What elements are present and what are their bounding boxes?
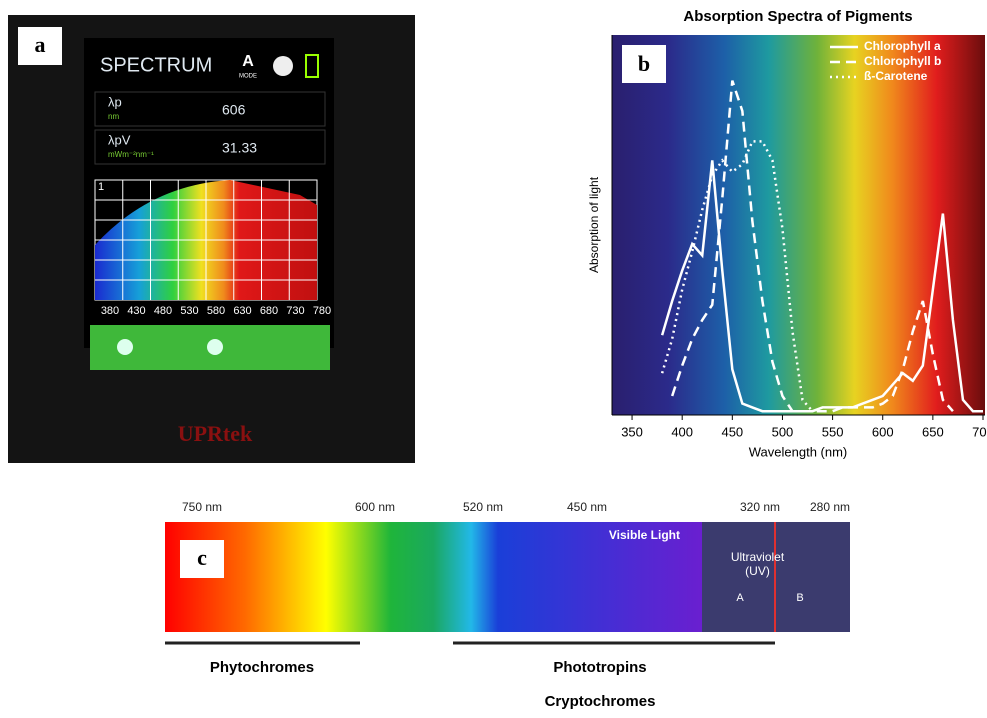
device-axis-label: 430 — [127, 305, 145, 317]
x-tick-label: 450 — [721, 424, 743, 439]
wavelength-labels: 750 nm 600 nm 520 nm 450 nm 320 nm 280 nm — [182, 500, 850, 514]
device-axis-label: 480 — [154, 305, 172, 317]
legend-label: ß-Carotene — [864, 69, 928, 83]
receptor-label: Cryptochromes — [545, 693, 656, 710]
row-value: 606 — [222, 102, 246, 118]
y-axis-label: Absorption of light — [587, 176, 601, 273]
device-plot-max: 1 — [98, 181, 104, 193]
x-tick-label: 700 — [972, 424, 987, 439]
plot-background — [612, 35, 985, 415]
panel-label: c — [197, 545, 207, 570]
x-axis-label: Wavelength (nm) — [749, 444, 848, 459]
uv-b: B — [796, 592, 803, 604]
mode-label: MODE — [239, 74, 257, 80]
device-axis-label: 630 — [233, 305, 251, 317]
wavelength-label: 600 nm — [355, 500, 395, 514]
device-axis: 380 430 480 530 580 630 680 730 780 — [101, 305, 331, 317]
x-tick-label: 550 — [822, 424, 844, 439]
device-brand: UPRtek — [178, 421, 253, 446]
page: SPECTRUM A MODE λp nm 606 λpV mWm⁻²nm⁻¹ 31.33… — [0, 0, 987, 713]
uv-a: A — [736, 592, 744, 604]
chart-title: Absorption Spectra of Pigments — [683, 8, 912, 25]
device-axis-label: 530 — [180, 305, 198, 317]
mode-icon: A — [242, 53, 254, 70]
wavelength-label: 750 nm — [182, 500, 222, 514]
aperture-icon — [273, 56, 293, 76]
wavelength-label: 320 nm — [740, 500, 780, 514]
x-tick-label: 600 — [872, 424, 894, 439]
receptor-label: Phytochromes — [210, 659, 314, 676]
row-unit: nm — [108, 112, 119, 121]
row-unit: mWm⁻²nm⁻¹ — [108, 150, 154, 159]
panel-label: b — [638, 51, 650, 76]
device-axis-label: 580 — [207, 305, 225, 317]
settings-icon — [117, 339, 133, 355]
device-axis-label: 380 — [101, 305, 119, 317]
device-axis-label: 780 — [313, 305, 331, 317]
visible-label: Visible Light — [609, 528, 680, 542]
row-label: λpV — [108, 132, 131, 147]
receptor-label: Phototropins — [553, 659, 646, 676]
uv-label-box: Ultraviolet (UV) — [720, 550, 795, 590]
device-axis-label: 730 — [286, 305, 304, 317]
wavelength-label: 520 nm — [463, 500, 503, 514]
legend-label: Chlorophyll a — [864, 39, 941, 53]
figure: SPECTRUM A MODE λp nm 606 λpV mWm⁻²nm⁻¹ 31.33… — [0, 0, 987, 713]
touch-icon — [207, 339, 223, 355]
x-tick-label: 350 — [621, 424, 643, 439]
row-label: λp — [108, 94, 122, 109]
uv-label: Ultraviolet (UV) — [720, 550, 795, 578]
x-tick-label: 650 — [922, 424, 944, 439]
x-tick-label: 500 — [772, 424, 794, 439]
wavelength-label: 280 nm — [810, 500, 850, 514]
legend-label: Chlorophyll b — [864, 54, 941, 68]
wavelength-label: 450 nm — [567, 500, 607, 514]
device-title: SPECTRUM — [100, 54, 212, 76]
panel-label: a — [35, 32, 46, 57]
row-value: 31.33 — [222, 140, 257, 156]
x-tick-label: 400 — [671, 424, 693, 439]
device-axis-label: 680 — [260, 305, 278, 317]
